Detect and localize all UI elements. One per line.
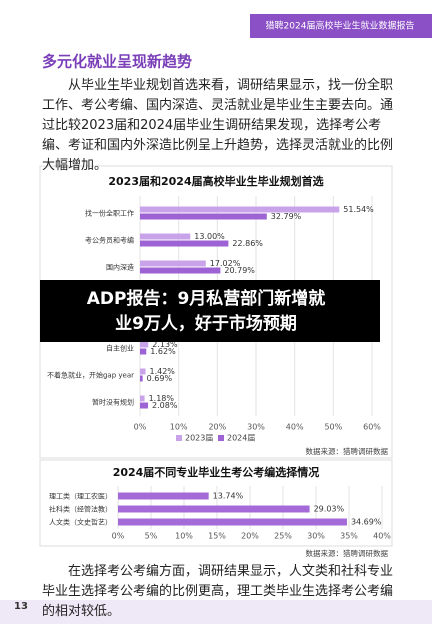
y-tick-label: 自主创业	[106, 344, 134, 353]
x-tick-label: 0%	[134, 423, 147, 432]
bar	[140, 267, 221, 274]
x-tick-label: 50%	[324, 423, 342, 432]
bar	[140, 402, 149, 409]
page-number: 13	[14, 601, 28, 612]
y-tick-label: 暂时没有规划	[92, 398, 134, 407]
bar	[140, 260, 206, 267]
bar	[118, 518, 347, 526]
value-label: 2.13%	[152, 340, 178, 349]
x-tick-label: 10%	[170, 423, 188, 432]
value-label: 13.00%	[194, 232, 225, 241]
y-tick-label: 理工类（理工农医）	[49, 492, 112, 501]
x-tick-label: 40%	[286, 423, 304, 432]
x-tick-label: 20%	[241, 532, 259, 541]
bar	[140, 233, 191, 240]
x-tick-label: 10%	[175, 532, 193, 541]
overlay-text: ADP报告：9月私营部门新增就	[87, 288, 326, 309]
value-label: 2.08%	[152, 401, 178, 410]
x-tick-label: 5%	[145, 532, 158, 541]
bar	[140, 368, 146, 375]
bar	[140, 213, 267, 220]
y-tick-label: 考公务员和考编	[85, 236, 134, 245]
x-tick-label: 30%	[247, 423, 265, 432]
x-tick-label: 25%	[274, 532, 292, 541]
source-note: 数据来源：猎聘调研数据	[306, 548, 389, 558]
paragraph: 从毕业生毕业规划首选来看，调研结果显示，找一份全职工作、考公考编、国内深造、灵活…	[42, 78, 394, 173]
paragraph: 在选择考公考编方面，调研结果显示，人文类和社科专业毕业生选择考公考编的比例更高，…	[42, 564, 394, 619]
value-label: 1.62%	[150, 347, 176, 356]
y-tick-label: 不着急就业，开始gap year	[47, 371, 134, 380]
heading: 多元化就业呈现新趋势	[42, 53, 192, 71]
value-label: 1.18%	[149, 394, 175, 403]
legend-label: 2023届	[185, 434, 213, 443]
value-label: 32.79%	[271, 212, 302, 221]
footer-band	[0, 600, 432, 624]
value-label: 20.79%	[224, 266, 255, 275]
legend-swatch	[218, 435, 224, 441]
header-tab	[250, 14, 432, 38]
bar	[140, 341, 149, 348]
legend-label: 2024届	[227, 434, 255, 443]
y-tick-label: 找一份全职工作	[85, 209, 134, 218]
x-tick-label: 30%	[307, 532, 325, 541]
chart-box	[39, 459, 393, 547]
x-tick-label: 15%	[208, 532, 226, 541]
y-tick-label: 人文类（文史哲艺）	[49, 518, 112, 527]
value-label: 1.42%	[149, 367, 175, 376]
x-tick-label: 40%	[373, 532, 391, 541]
bar	[140, 348, 147, 355]
bar	[140, 206, 340, 213]
y-tick-label: 国内深造	[106, 263, 134, 272]
value-label: 13.74%	[213, 492, 244, 501]
source-note: 数据来源：猎聘调研数据	[306, 446, 389, 456]
header-title: 猎聘2024届高校毕业生就业数据报告	[266, 20, 415, 32]
value-label: 51.54%	[343, 205, 374, 214]
chart-title: 2023届和2024届高校毕业生毕业规划首选	[108, 174, 323, 188]
value-label: 34.69%	[351, 518, 382, 527]
bar	[140, 240, 229, 247]
y-tick-label: 社科类（经管法教）	[49, 505, 112, 514]
x-tick-label: 35%	[340, 532, 358, 541]
value-label: 0.69%	[147, 374, 173, 383]
bar	[118, 505, 310, 513]
value-label: 17.02%	[210, 259, 241, 268]
bar	[140, 395, 145, 402]
value-label: 29.03%	[314, 505, 345, 514]
overlay-text: 业9万人，好于市场预期	[115, 313, 297, 334]
x-tick-label: 0%	[112, 532, 125, 541]
x-tick-label: 20%	[208, 423, 226, 432]
bar	[140, 375, 143, 382]
value-label: 22.86%	[232, 239, 263, 248]
bar	[118, 492, 209, 500]
x-tick-label: 60%	[363, 423, 381, 432]
legend-swatch	[176, 435, 182, 441]
chart-title: 2024届不同专业毕业生考公考编选择情况	[113, 465, 320, 479]
overlay-box	[40, 280, 380, 342]
